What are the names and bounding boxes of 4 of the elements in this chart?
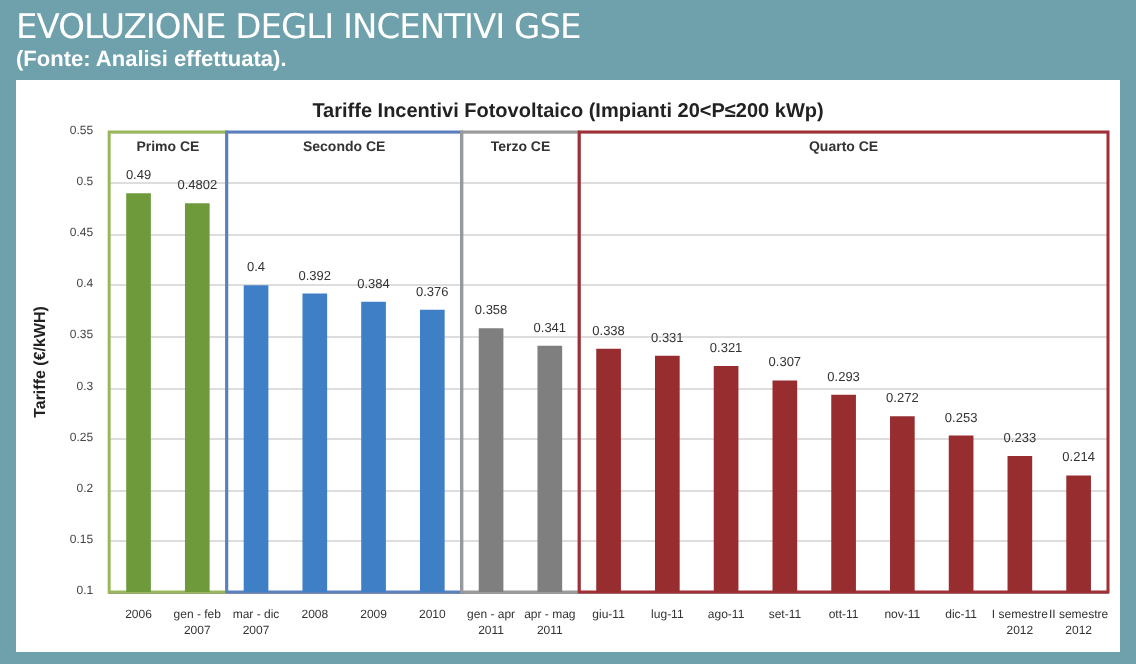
text: (Fonte: Analisi effettuata). xyxy=(16,48,287,72)
y-axis-title: Tariffe (€/kWH) xyxy=(31,305,49,418)
chart-title: EVOLUZIONE DEGLI INCENTIVI GSE xyxy=(16,8,581,48)
chart-subtitle: Tariffe Incentivi Fotovoltaico (Impianti 20<P≤200 kWp) xyxy=(312,101,824,123)
